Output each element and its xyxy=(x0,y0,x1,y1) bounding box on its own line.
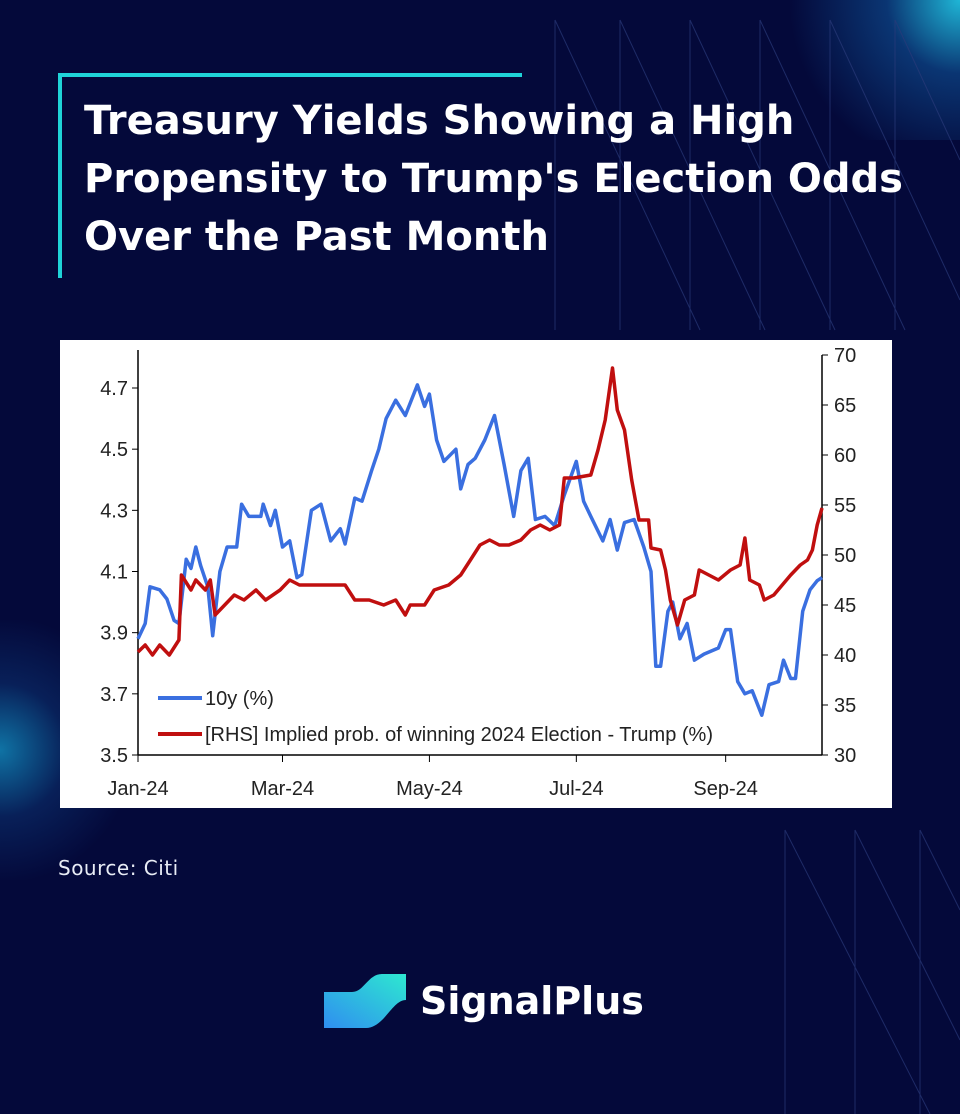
line-chart: 3.5 3.7 3.9 4.1 4.3 4.5 4.7 30 35 40 45 50 55 60 65 70 J… xyxy=(100,345,856,800)
x-tick-label: Jul-24 xyxy=(549,778,603,800)
x-tick-label: May-24 xyxy=(396,778,463,800)
legend-label: [RHS] Implied prob. of winning 2024 Elec… xyxy=(205,724,713,746)
signalplus-logo-icon xyxy=(324,974,406,1028)
legend-label: 10y (%) xyxy=(205,688,274,710)
title-frame xyxy=(58,73,522,278)
y-left-tick-label: 3.5 xyxy=(100,745,128,767)
title-line: Propensity to Trump's Election Odds xyxy=(84,156,903,202)
y-left-tick-label: 4.3 xyxy=(100,500,128,522)
x-tick-label: Mar-24 xyxy=(251,778,314,800)
brand-name: SignalPlus xyxy=(420,979,644,1023)
y-right-tick-label: 50 xyxy=(834,545,856,567)
series-line-10y-yield xyxy=(136,383,823,717)
source-note: Source: Citi xyxy=(58,856,179,880)
brand-logo: SignalPlus xyxy=(322,970,644,1032)
y-right-tick-label: 70 xyxy=(834,345,856,367)
y-right-tick-label: 30 xyxy=(834,745,856,767)
y-right-tick-label: 60 xyxy=(834,445,856,467)
title-line: Over the Past Month xyxy=(84,214,549,260)
y-right-tick-label: 40 xyxy=(834,645,856,667)
page-title: Treasury Yields Showing a High Propensit… xyxy=(84,92,924,266)
background-glow xyxy=(760,0,960,140)
y-right-tick-label: 55 xyxy=(834,495,856,517)
y-left-tick-label: 3.7 xyxy=(100,684,128,706)
x-tick-label: Sep-24 xyxy=(693,778,758,800)
y-left-tick-label: 4.7 xyxy=(100,378,128,400)
y-right-tick-label: 45 xyxy=(834,595,856,617)
y-left-tick-label: 4.5 xyxy=(100,439,128,461)
chart-panel: 3.5 3.7 3.9 4.1 4.3 4.5 4.7 30 35 40 45 50 55 60 65 70 J… xyxy=(60,340,892,808)
y-left-tick-label: 4.1 xyxy=(100,562,128,584)
y-left-tick-label: 3.9 xyxy=(100,623,128,645)
title-line: Treasury Yields Showing a High xyxy=(84,98,795,144)
y-right-tick-label: 65 xyxy=(834,395,856,417)
y-right-tick-label: 35 xyxy=(834,695,856,717)
series-line-trump-odds xyxy=(136,366,824,657)
x-tick-label: Jan-24 xyxy=(107,778,168,800)
